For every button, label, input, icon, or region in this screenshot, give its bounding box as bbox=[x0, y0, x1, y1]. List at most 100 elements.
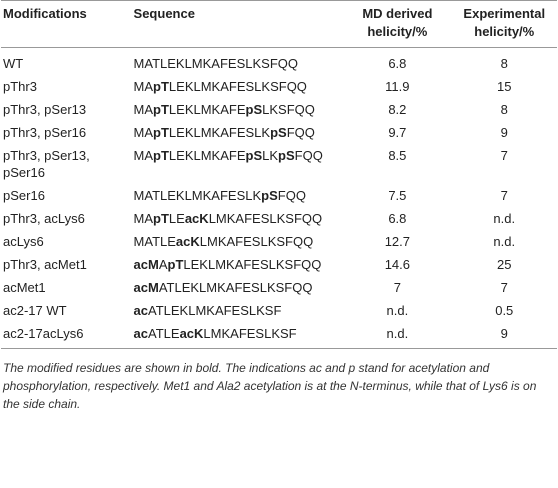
exp-helicity-cell: n.d. bbox=[493, 234, 516, 249]
sequence-cell: MApTLEKLMKAFEpSLKSFQQ bbox=[132, 98, 344, 121]
modification-cell: ac2-17acLys6 bbox=[3, 326, 84, 341]
sequence-segment: LE bbox=[168, 211, 185, 226]
sequence-segment: MA bbox=[133, 148, 154, 163]
sequence-segment: acK bbox=[184, 211, 209, 226]
sequence-segment: pS bbox=[261, 188, 278, 203]
sequence-segment: pT bbox=[153, 211, 169, 226]
md-helicity-cell: 6.8 bbox=[388, 56, 407, 71]
table-row: pThr3, acLys6 MApTLEacKLMKAFESLKSFQQ 6.8 n.… bbox=[1, 207, 557, 230]
modification-cell: pSer16 bbox=[3, 188, 45, 203]
column-header: Experimental helicity/% bbox=[451, 0, 557, 48]
sequence-segment: pS bbox=[245, 148, 263, 163]
sequence-cell: MATLEacKLMKAFESLKSFQQ bbox=[132, 230, 344, 253]
modification-cell: ac2-17 WT bbox=[3, 303, 67, 318]
modification-cell: WT bbox=[3, 56, 24, 71]
sequence-segment: FQQ bbox=[277, 188, 306, 203]
table-row: pSer16 MATLEKLMKAFESLKpSFQQ 7.5 7 bbox=[1, 184, 557, 207]
md-helicity-cell: 12.7 bbox=[384, 234, 410, 249]
sequence-segment: acM bbox=[133, 280, 159, 295]
table-body: WT MATLEKLMKAFESLKSFQQ 6.8 8 pThr3 MApTLEKLMK… bbox=[1, 48, 557, 349]
md-helicity-cell: 7 bbox=[393, 280, 401, 295]
sequence-segment: LEKLMKAFE bbox=[168, 148, 246, 163]
sequence-segment: MA bbox=[133, 79, 154, 94]
sequence-segment: ATLEKLMKAFESLKSF bbox=[148, 303, 282, 318]
column-header: Sequence bbox=[131, 0, 344, 48]
column-header: Modifications bbox=[1, 0, 132, 48]
data-table: Modifications Sequence MD derived helicity… bbox=[1, 0, 557, 349]
sequence-cell: acMATLEKLMKAFESLKSFQQ bbox=[132, 276, 344, 299]
md-helicity-cell: 8.2 bbox=[388, 102, 407, 117]
sequence-segment: pT bbox=[153, 102, 169, 117]
sequence-segment: acM bbox=[133, 257, 159, 272]
table-row: pThr3 MApTLEKLMKAFESLKSFQQ 11.9 15 bbox=[1, 75, 557, 98]
modification-cell: acLys6 bbox=[3, 234, 44, 249]
sequence-segment: ATLEKLMKAFESLKSFQQ bbox=[158, 280, 313, 295]
modification-cell: pThr3, pSer13 bbox=[3, 102, 87, 117]
sequence-cell: acATLEKLMKAFESLKSF bbox=[132, 299, 344, 322]
table-row: pThr3, acMet1 acMApTLEKLMKAFESLKSFQQ 14.6 2… bbox=[1, 253, 557, 276]
table-note: The modified residues are shown in bold.… bbox=[3, 361, 537, 411]
exp-helicity-cell: 9 bbox=[500, 326, 508, 341]
sequence-segment: pS bbox=[278, 148, 295, 163]
sequence-segment: A bbox=[158, 257, 168, 272]
sequence-cell: acMApTLEKLMKAFESLKSFQQ bbox=[132, 253, 344, 276]
table-row: pThr3, pSer13, pSer16 MApTLEKLMKAFEpSLKpS… bbox=[1, 144, 557, 184]
header-row: Modifications Sequence MD derived helicity… bbox=[1, 0, 557, 48]
sequence-segment: ac bbox=[133, 303, 148, 318]
exp-helicity-cell: n.d. bbox=[493, 211, 516, 226]
modification-cell: pThr3, pSer13, pSer16 bbox=[3, 148, 90, 180]
sequence-segment: acK bbox=[179, 326, 204, 341]
table-row: pThr3, pSer13 MApTLEKLMKAFEpSLKSFQQ 8.2 8 bbox=[1, 98, 557, 121]
sequence-segment: FQQ bbox=[286, 125, 315, 140]
sequence-cell: MApTLEKLMKAFESLKpSFQQ bbox=[132, 121, 344, 144]
modification-cell: pThr3, pSer16 bbox=[3, 125, 87, 140]
sequence-segment: pS bbox=[245, 102, 263, 117]
sequence-segment: LEKLMKAFESLKSFQQ bbox=[168, 79, 307, 94]
exp-helicity-cell: 7 bbox=[500, 188, 508, 203]
modification-cell: pThr3 bbox=[3, 79, 37, 94]
md-helicity-cell: n.d. bbox=[386, 326, 409, 341]
sequence-segment: pS bbox=[270, 125, 287, 140]
sequence-segment: LEKLMKAFESLKSFQQ bbox=[183, 257, 322, 272]
exp-helicity-cell: 8 bbox=[500, 56, 508, 71]
exp-helicity-cell: 15 bbox=[497, 79, 512, 94]
sequence-segment: LMKAFESLKSF bbox=[203, 326, 297, 341]
sequence-segment: LK bbox=[262, 148, 279, 163]
sequence-segment: MATLEKLMKAFESLKSFQQ bbox=[133, 56, 298, 71]
sequence-segment: MATLE bbox=[133, 234, 176, 249]
sequence-segment: ac bbox=[133, 326, 148, 341]
sequence-cell: acATLEacKLMKAFESLKSF bbox=[132, 322, 344, 349]
exp-helicity-cell: 25 bbox=[497, 257, 512, 272]
md-helicity-cell: n.d. bbox=[386, 303, 409, 318]
modification-cell: acMet1 bbox=[3, 280, 46, 295]
sequence-segment: pT bbox=[167, 257, 184, 272]
sequence-segment: ATLE bbox=[148, 326, 180, 341]
table-row: acLys6 MATLEacKLMKAFESLKSFQQ 12.7 n.d. bbox=[1, 230, 557, 253]
table-row: ac2-17 WT acATLEKLMKAFESLKSF n.d. 0.5 bbox=[1, 299, 557, 322]
md-helicity-cell: 6.8 bbox=[388, 211, 407, 226]
sequence-segment: acK bbox=[175, 234, 200, 249]
sequence-cell: MApTLEacKLMKAFESLKSFQQ bbox=[132, 207, 344, 230]
sequence-segment: LMKAFESLKSFQQ bbox=[208, 211, 323, 226]
exp-helicity-cell: 7 bbox=[500, 280, 508, 295]
sequence-segment: LMKAFESLKSFQQ bbox=[199, 234, 314, 249]
table-row: acMet1 acMATLEKLMKAFESLKSFQQ 7 7 bbox=[1, 276, 557, 299]
column-header: MD derived helicity/% bbox=[343, 0, 452, 48]
exp-helicity-cell: 7 bbox=[500, 148, 508, 163]
table-row: ac2-17acLys6 acATLEacKLMKAFESLKSF n.d. 9 bbox=[1, 322, 557, 349]
md-helicity-cell: 9.7 bbox=[388, 125, 407, 140]
sequence-segment: MATLEKLMKAFESLK bbox=[133, 188, 262, 203]
exp-helicity-cell: 8 bbox=[500, 102, 508, 117]
sequence-segment: FQQ bbox=[294, 148, 323, 163]
table-row: WT MATLEKLMKAFESLKSFQQ 6.8 8 bbox=[1, 48, 557, 76]
sequence-cell: MApTLEKLMKAFEpSLKpSFQQ bbox=[132, 144, 344, 184]
sequence-segment: LKSFQQ bbox=[262, 102, 315, 117]
table-row: pThr3, pSer16 MApTLEKLMKAFESLKpSFQQ 9.7 9 bbox=[1, 121, 557, 144]
sequence-cell: MATLEKLMKAFESLKpSFQQ bbox=[132, 184, 344, 207]
md-helicity-cell: 14.6 bbox=[384, 257, 410, 272]
sequence-segment: MA bbox=[133, 211, 154, 226]
md-helicity-cell: 7.5 bbox=[388, 188, 407, 203]
sequence-segment: LEKLMKAFESLK bbox=[168, 125, 271, 140]
sequence-segment: LEKLMKAFE bbox=[168, 102, 246, 117]
